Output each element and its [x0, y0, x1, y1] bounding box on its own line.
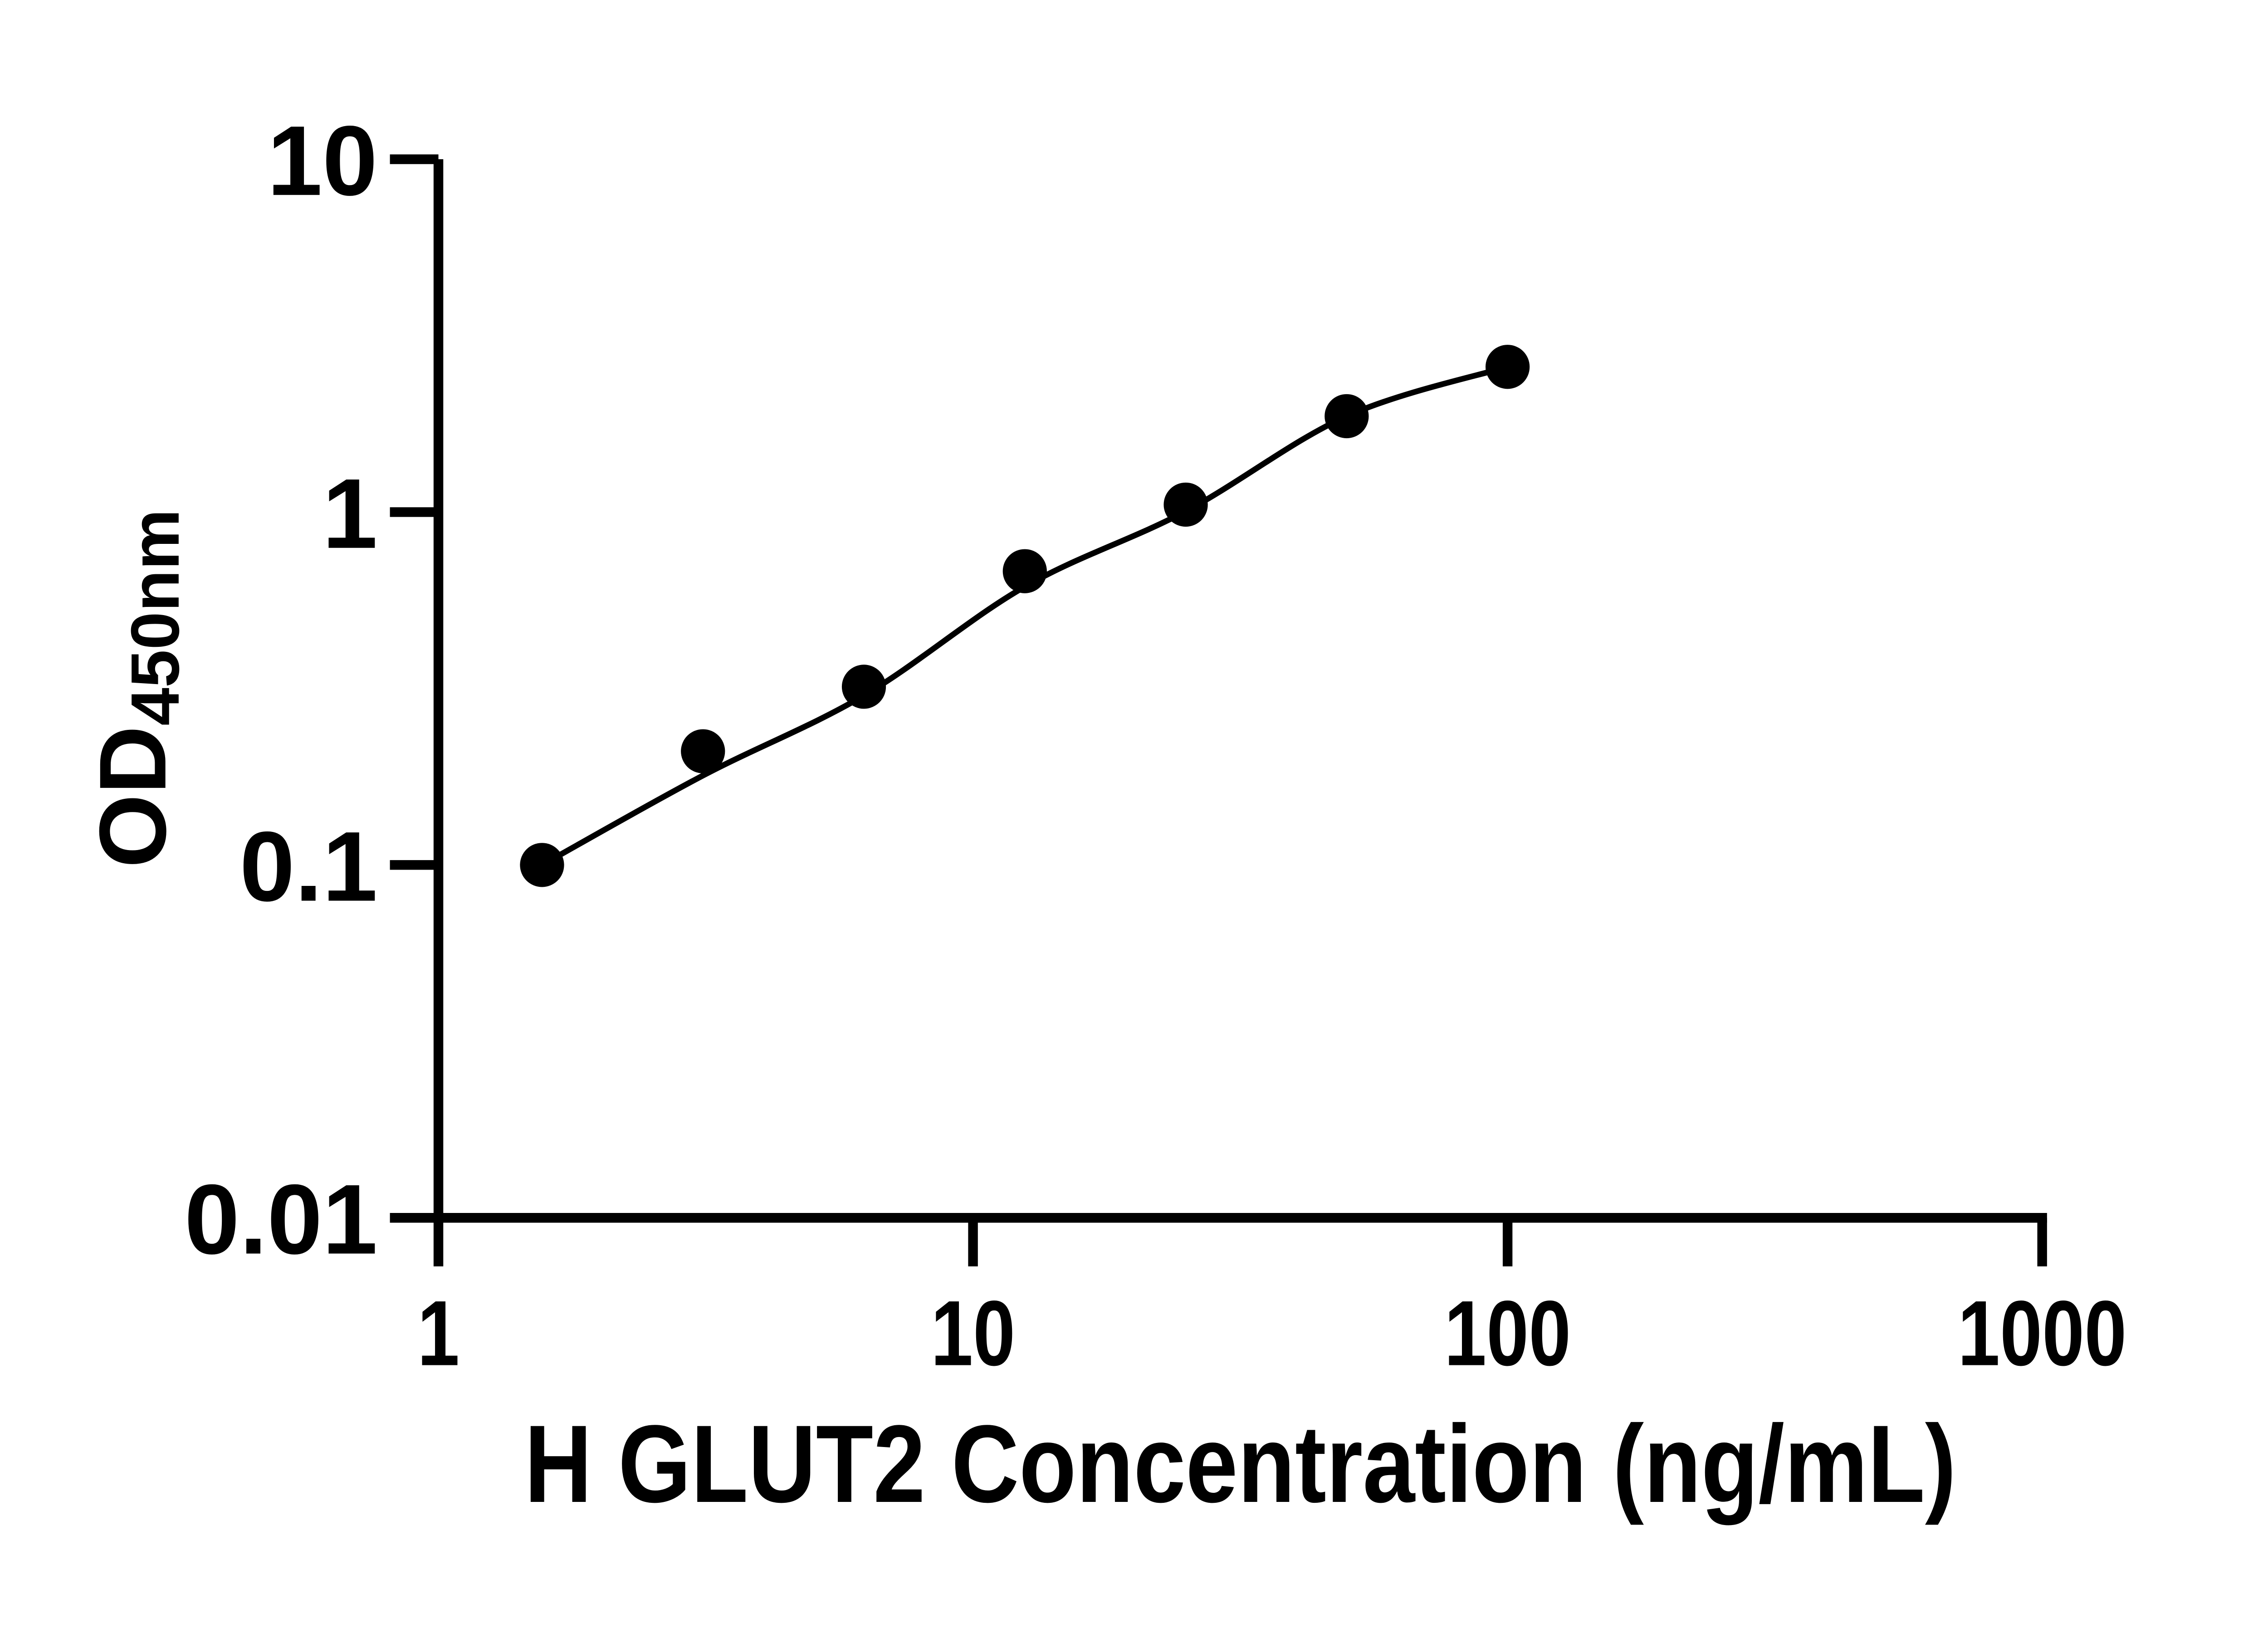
x-tick-label-100: 100 — [1444, 1281, 1571, 1385]
y-axis-title-subscript: 450nm — [117, 509, 193, 726]
fit-curve — [539, 364, 1510, 868]
y-tick-label-10: 10 — [267, 106, 377, 216]
data-point-layer — [520, 345, 1530, 887]
y-tick-label-0.01: 0.01 — [185, 1164, 378, 1275]
data-point — [681, 729, 725, 773]
fit-curve-layer — [539, 364, 1510, 868]
data-point — [520, 843, 564, 887]
x-tick-label-10: 10 — [931, 1281, 1015, 1385]
x-axis-title: H GLUT2 Concentration (ng/mL) — [524, 1402, 1956, 1525]
y-tick-label-0.1: 0.1 — [240, 812, 377, 922]
y-tick-label-1: 1 — [323, 459, 378, 569]
axis-ticks — [390, 154, 2047, 1266]
x-tick-label-1: 1 — [417, 1281, 459, 1385]
x-tick-label-1000: 1000 — [1958, 1281, 2126, 1385]
data-point — [841, 665, 886, 709]
data-point — [1002, 549, 1047, 593]
tick-labels: 10 1 0.1 0.01 1 10 100 1000 — [185, 106, 2127, 1385]
y-axis-title: OD450nm — [80, 509, 193, 868]
data-point — [1485, 345, 1530, 389]
data-point — [1325, 394, 1369, 439]
data-point — [1163, 482, 1208, 527]
y-axis-title-main: OD — [80, 726, 186, 868]
axes — [433, 159, 2047, 1223]
elisa-standard-curve-figure: 10 1 0.1 0.01 1 10 100 1000 H GLUT2 Concentrati… — [80, 105, 2127, 1525]
standard-curve-chart: 10 1 0.1 0.01 1 10 100 1000 H GLUT2 Concentrati… — [80, 105, 2127, 1525]
